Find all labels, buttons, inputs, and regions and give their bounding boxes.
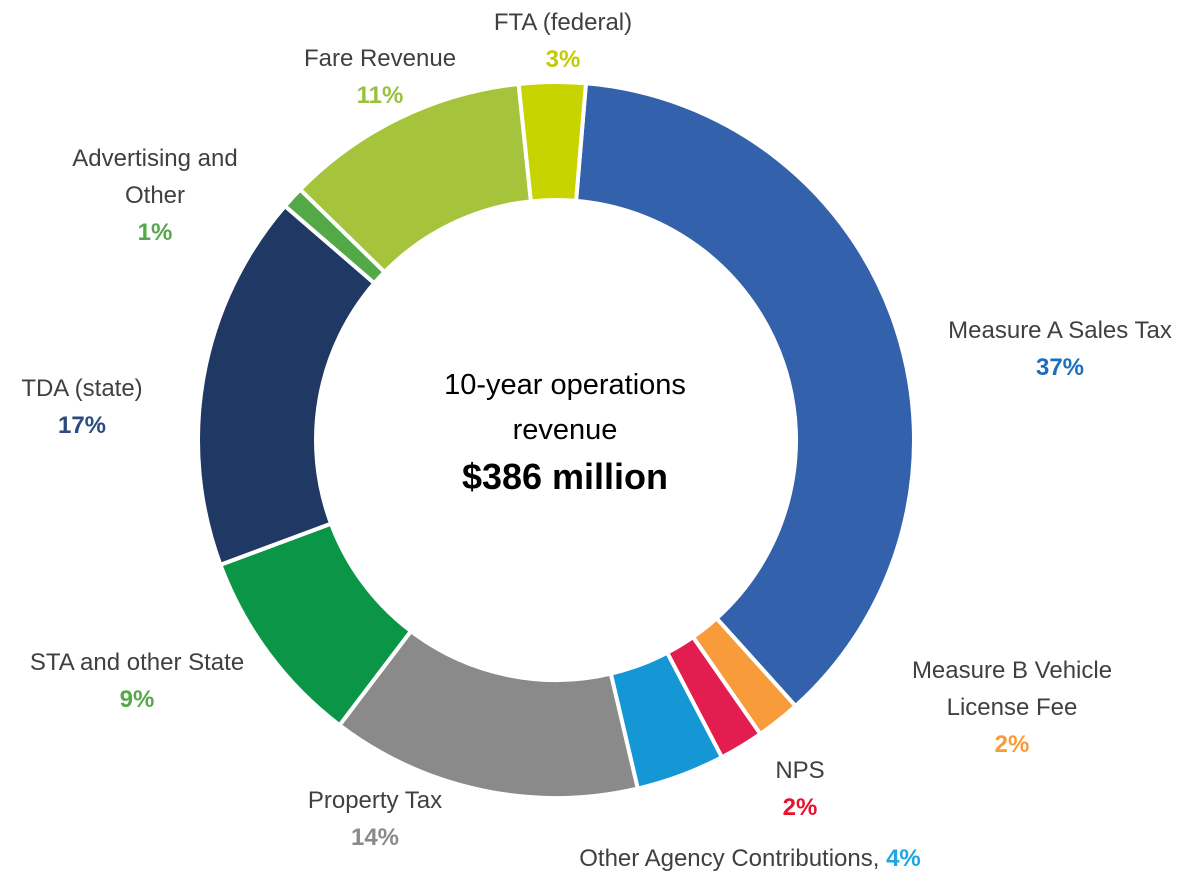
slice-label: STA and other State 9% — [27, 644, 247, 718]
category-name: NPS — [775, 757, 825, 784]
category-name: Measure A Sales Tax — [948, 317, 1172, 344]
center-total: $386 million — [461, 456, 669, 497]
category-name: Other Agency Contributions, — [579, 845, 880, 872]
category-name: STA and other State — [29, 649, 245, 676]
slice-label: Other Agency Contributions, 4% — [520, 840, 980, 877]
slice-label: Measure A Sales Tax 37% — [945, 312, 1175, 386]
slice — [516, 80, 589, 204]
slice-label: Property Tax 14% — [275, 782, 475, 856]
category-name: Measure B Vehicle License Fee — [911, 657, 1113, 721]
slice-label: Advertising and Other 1% — [40, 140, 270, 251]
value-label: 1% — [137, 219, 173, 246]
value-label: 9% — [119, 686, 155, 713]
value-label: 17% — [57, 412, 107, 439]
slice-label: FTA (federal) 3% — [463, 4, 663, 78]
value-label: 14% — [350, 824, 400, 851]
value-label: 4% — [886, 845, 921, 872]
value-label: 2% — [994, 731, 1030, 758]
slice-label: TDA (state) 17% — [2, 370, 162, 444]
slice — [573, 81, 916, 709]
value-label: 11% — [356, 82, 404, 109]
value-label: 2% — [782, 794, 818, 821]
slice-label: Fare Revenue 11% — [280, 40, 480, 114]
category-name: FTA (federal) — [493, 9, 633, 36]
center-caption: 10-year operations revenue — [444, 369, 686, 446]
slice-label: NPS 2% — [750, 752, 850, 826]
slice-label: Measure B Vehicle License Fee 2% — [882, 652, 1142, 763]
category-name: Fare Revenue — [303, 45, 457, 72]
value-label: 37% — [1035, 354, 1085, 381]
category-name: TDA (state) — [21, 375, 143, 402]
category-name: Advertising and Other — [72, 145, 238, 209]
slice — [196, 203, 378, 568]
category-name: Property Tax — [307, 787, 443, 814]
value-label: 3% — [545, 46, 581, 73]
